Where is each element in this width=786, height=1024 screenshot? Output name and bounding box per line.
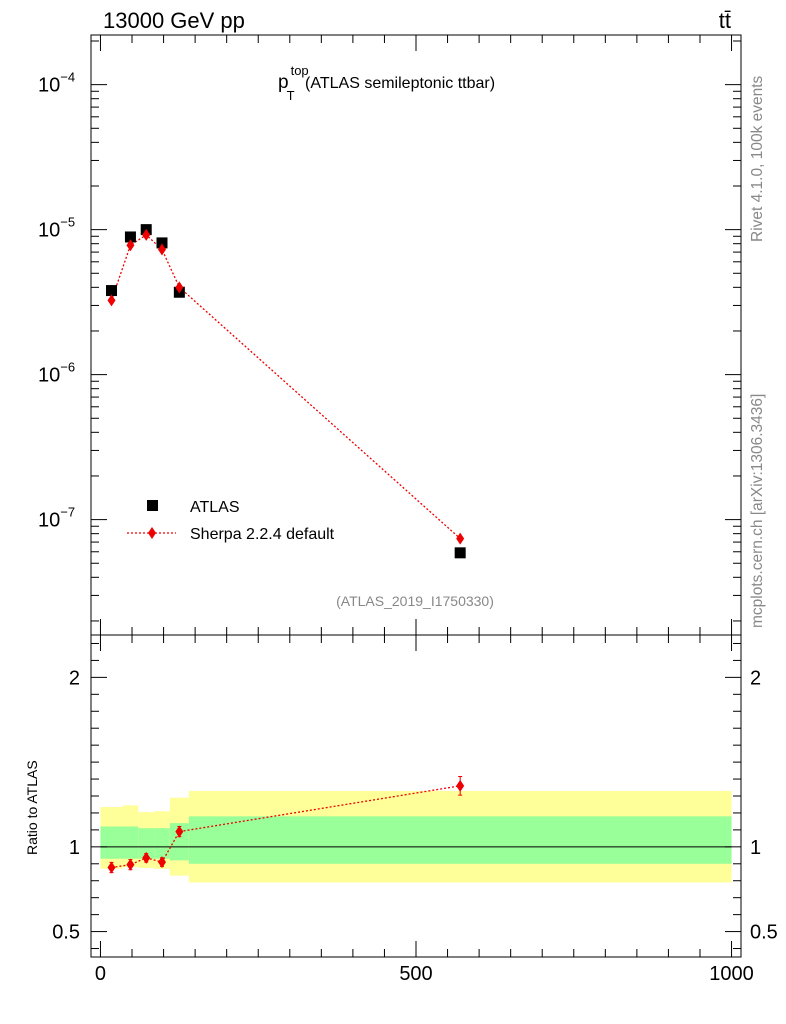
ratio-point (107, 861, 116, 874)
ratio-point (142, 851, 151, 864)
y-tick-label: 10−7 (38, 505, 75, 532)
sherpa-point (175, 281, 184, 294)
x-tick-label: 1000 (709, 963, 754, 985)
green-band (122, 826, 139, 859)
energy-label: 13000 GeV pp (103, 8, 245, 33)
y-tick-label: 10−5 (38, 215, 75, 242)
ratio-plot-panel: 0.5 0.5 1 1 2 2 0 500 1000 Ratio to ATLAS (24, 634, 778, 985)
sherpa-point (126, 239, 135, 252)
sherpa-point (157, 243, 166, 256)
green-band (169, 823, 189, 861)
x-tick-labels: 0 500 1000 (95, 963, 754, 985)
legend-label-atlas: ATLAS (190, 499, 240, 516)
legend-marker-sherpa (148, 527, 156, 539)
ratio-y-tick-label-left: 2 (69, 667, 80, 689)
ratio-point (456, 779, 465, 792)
main-plot-frame (90, 34, 742, 636)
ratio-point (157, 856, 166, 869)
green-band (188, 816, 732, 864)
ratio-line (111, 785, 461, 869)
legend: ATLAS Sherpa 2.2.4 default (127, 499, 335, 543)
main-plot-y-tick-labels: 10−7 10−6 10−5 10−4 (38, 70, 75, 532)
main-plot-panel: 10−7 10−6 10−5 10−4 ptop T (ATLAS semilepton… (38, 34, 742, 636)
y-tick-label: 10−6 (38, 360, 75, 387)
green-band (138, 828, 155, 859)
ratio-y-tick-label-right: 0.5 (750, 922, 778, 944)
main-plot-ticks (91, 35, 741, 635)
rivet-version-label: Rivet 4.1.0, 100k events (749, 75, 766, 242)
ratio-point (126, 858, 135, 871)
mcplots-label: mcplots.cern.ch [arXiv:1306.3436] (749, 394, 766, 628)
atlas-point (124, 231, 136, 243)
x-tick-label: 500 (399, 963, 432, 985)
ratio-y-tick-label-right: 2 (750, 667, 761, 689)
ratio-point (175, 825, 184, 838)
atlas-point (156, 237, 168, 249)
sherpa-point (142, 228, 151, 241)
ratio-plot-data (107, 776, 465, 874)
green-band (100, 826, 123, 859)
atlas-point (454, 547, 466, 559)
green-band (154, 828, 170, 859)
analysis-id: (ATLAS_2019_I1750330) (336, 593, 494, 609)
legend-marker-atlas (147, 500, 158, 511)
plot-title: ptop T (ATLAS semileptonic ttbar) (278, 63, 495, 103)
legend-label-sherpa: Sherpa 2.2.4 default (190, 526, 335, 543)
ratio-plot-frame (90, 634, 742, 958)
ratio-y-tick-labels: 0.5 0.5 1 1 2 2 (52, 667, 778, 943)
ratio-y-tick-label-left: 0.5 (52, 922, 80, 944)
main-plot-data (106, 224, 466, 559)
ratio-y-axis-label: Ratio to ATLAS (24, 760, 40, 855)
x-tick-label: 0 (95, 963, 106, 985)
ratio-plot-ticks (91, 635, 741, 957)
atlas-point (106, 285, 118, 297)
y-tick-label: 10−4 (38, 70, 75, 97)
process-label: tt̄ (719, 8, 731, 33)
sherpa-point (456, 532, 465, 545)
sherpa-line (110, 234, 461, 540)
ratio-y-tick-label-left: 1 (69, 837, 80, 859)
ratio-uncertainty-bands (100, 790, 732, 883)
sherpa-point (107, 294, 116, 307)
ratio-y-tick-label-right: 1 (750, 837, 761, 859)
